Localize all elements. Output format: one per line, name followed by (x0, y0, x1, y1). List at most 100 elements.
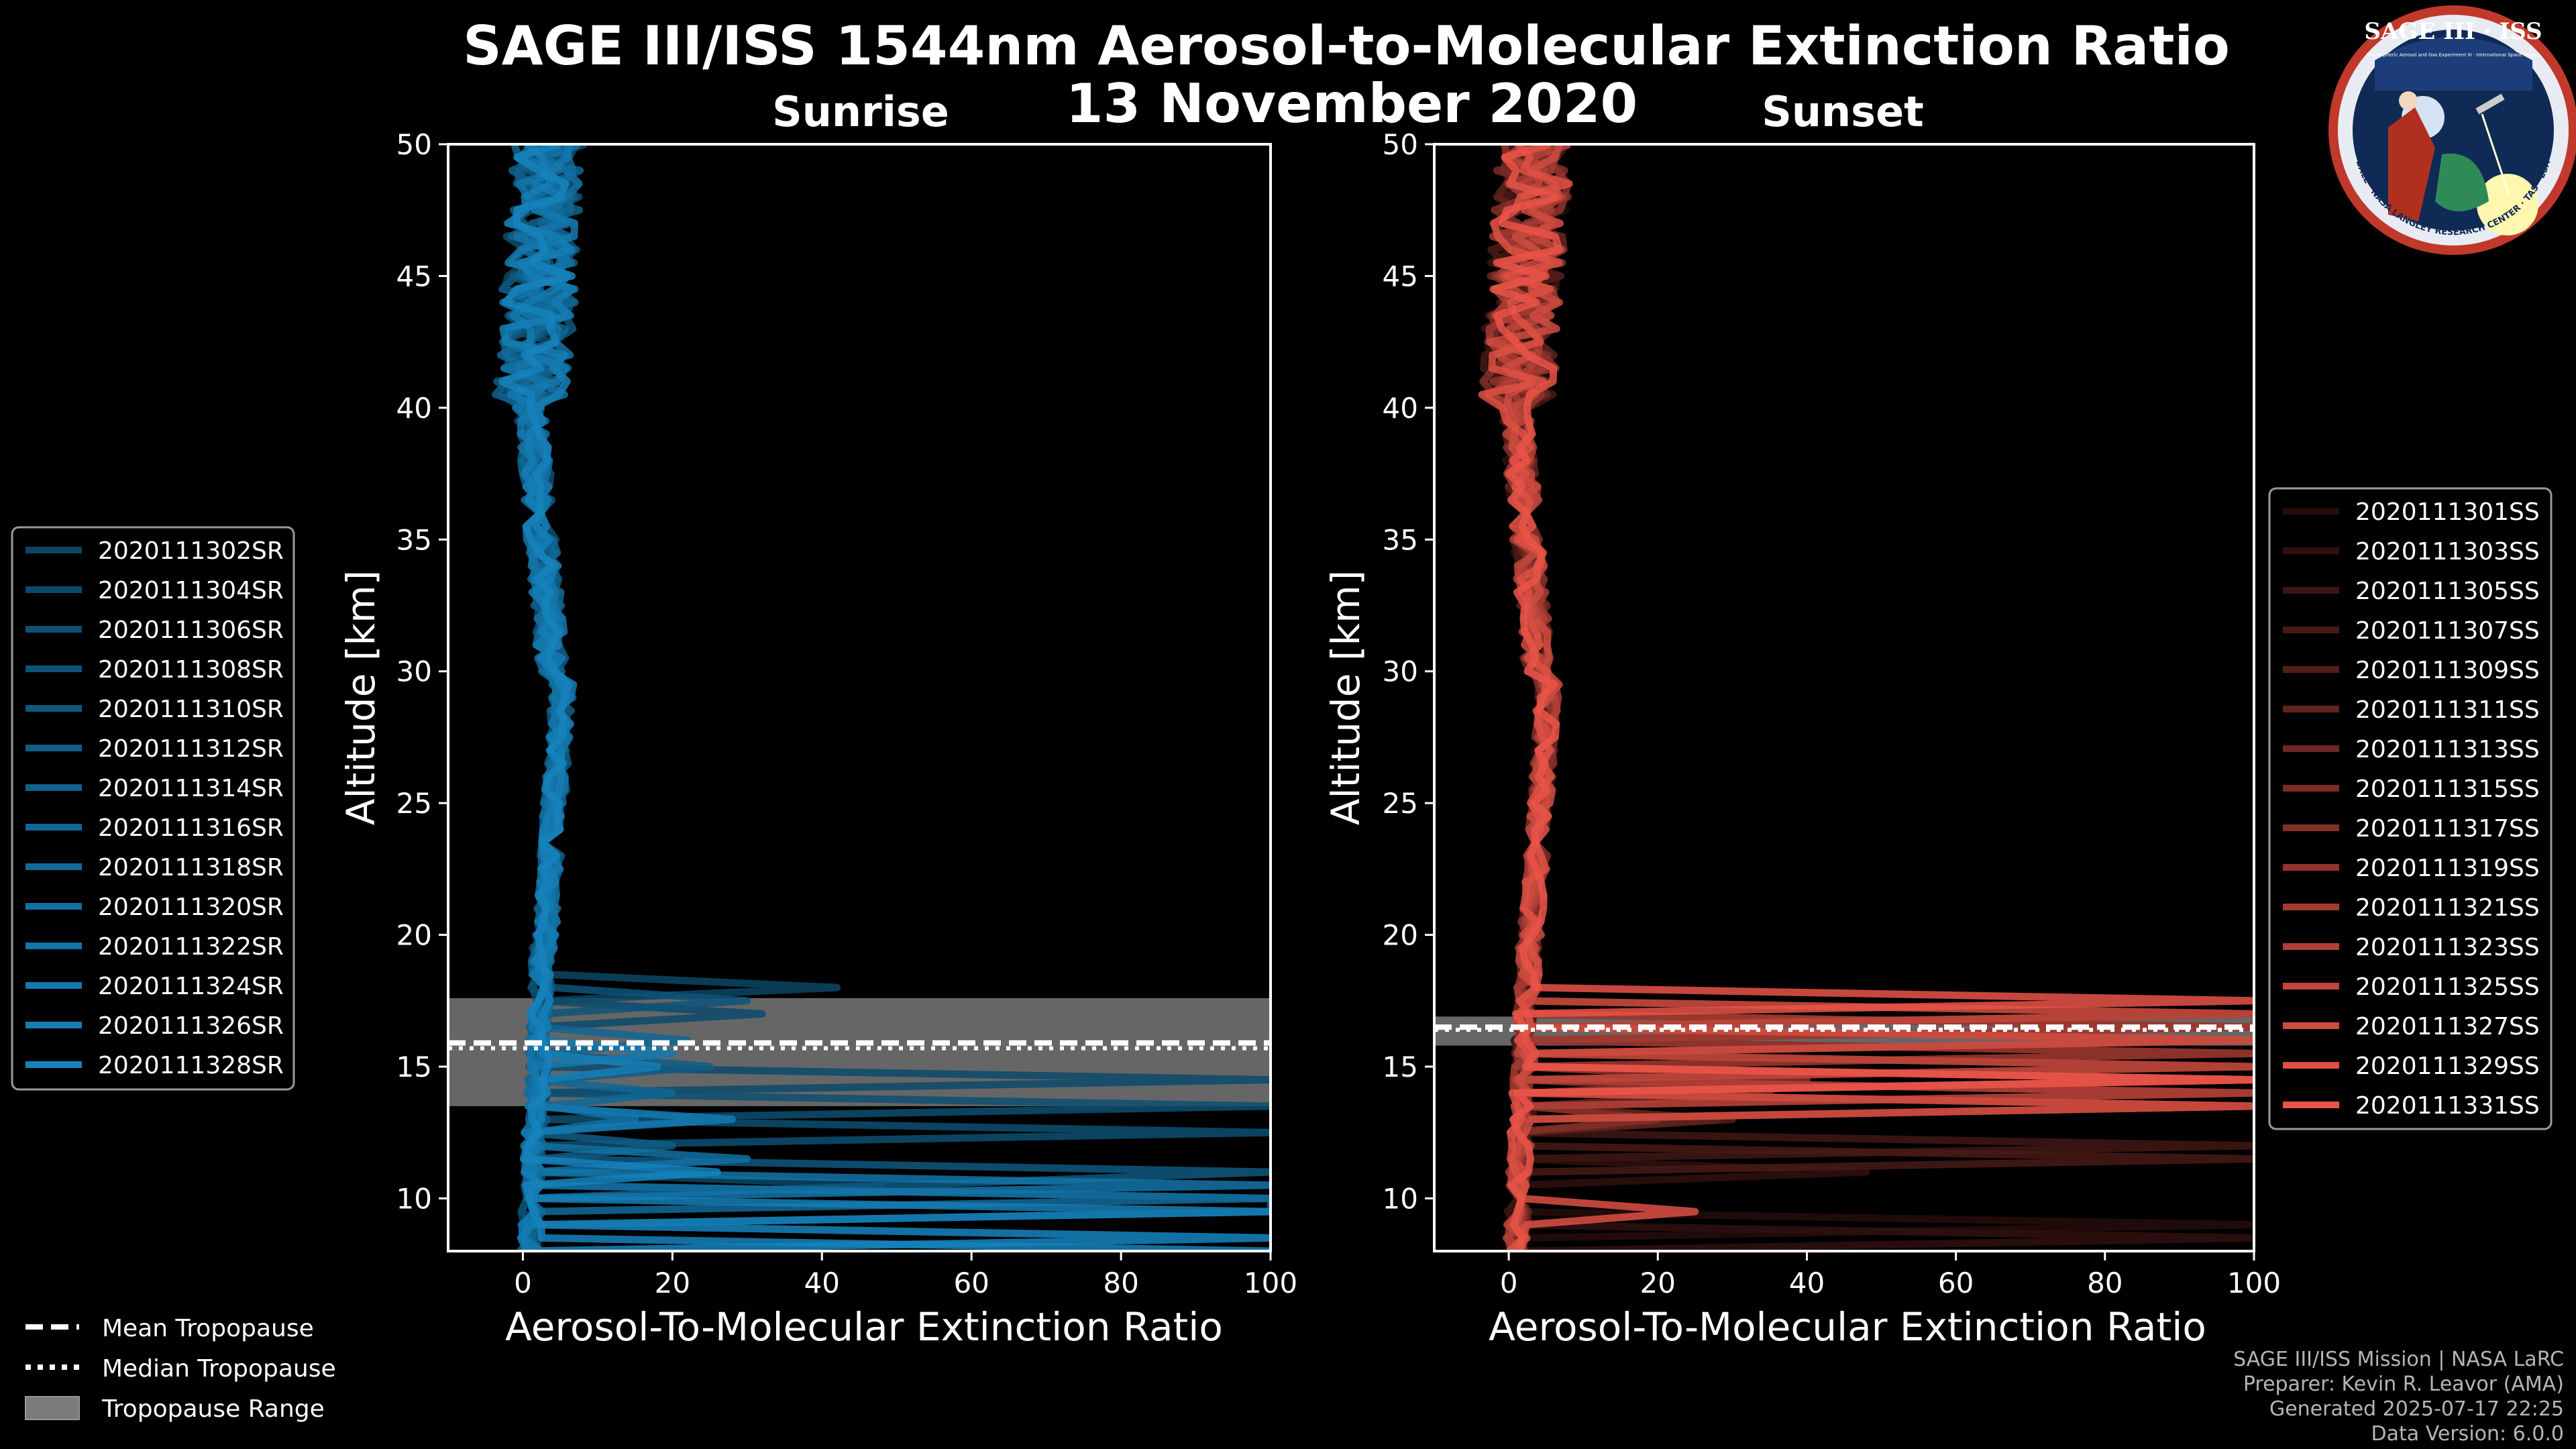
tropopause-range-swatch (25, 1396, 80, 1420)
sunset-legend-label: 2020111311SS (2355, 696, 2540, 724)
sunset-y-tick-label: 40 (1383, 392, 1418, 425)
sunset-legend-label: 2020111321SS (2355, 894, 2540, 922)
sunrise-x-tick-label: 40 (804, 1267, 840, 1299)
sunset-y-tick-label: 10 (1383, 1182, 1418, 1215)
sunrise-legend-label: 2020111322SR (98, 933, 284, 961)
logo-subtitle: Stratospheric Aerosol and Gas Experiment… (2366, 52, 2540, 58)
main-title: SAGE III/ISS 1544nm Aerosol-to-Molecular… (463, 15, 2230, 77)
sunrise-profile-2020111328SR (498, 144, 1271, 1251)
logo-banner (2375, 37, 2532, 91)
credit-data-version: Data Version: 6.0.0 (2371, 1422, 2564, 1446)
credit-mission: SAGE III/ISS Mission | NASA LaRC (2233, 1348, 2564, 1371)
sunset-legend-label: 2020111319SS (2355, 855, 2540, 882)
sunset-y-tick-label: 20 (1383, 919, 1418, 952)
sunset-legend-label: 2020111317SS (2355, 815, 2540, 843)
sunset-legend-frame (2268, 487, 2553, 1130)
sunset-y-tick-label: 35 (1383, 523, 1418, 556)
sunrise-legend-label: 2020111320SR (98, 894, 284, 921)
sunrise-y-tick-label: 25 (396, 787, 432, 820)
sunrise-x-tick-label: 60 (953, 1267, 989, 1299)
sunset-y-axis-label: Altitude [km] (1323, 570, 1368, 825)
sunrise-y-tick-label: 15 (396, 1051, 432, 1083)
sunset-x-tick-label: 40 (1789, 1267, 1825, 1299)
mean-tropopause-label: Mean Tropopause (102, 1315, 314, 1342)
sunset-legend-label: 2020111329SS (2355, 1053, 2540, 1080)
sunrise-y-axis-label: Altitude [km] (338, 570, 384, 825)
sunrise-panel-title: Sunrise (772, 87, 949, 136)
sage-iii-iss-mission-logo: SAGE III · ISS Stratospheric Aerosol and… (2328, 5, 2576, 255)
logo-figure-head (2399, 91, 2418, 110)
sunset-legend-label: 2020111307SS (2355, 617, 2540, 645)
sunrise-x-tick-label: 20 (655, 1267, 690, 1299)
sunset-panel-title: Sunset (1762, 87, 1924, 136)
sunset-legend-label: 2020111331SS (2355, 1092, 2540, 1120)
sunset-y-tick-label: 45 (1383, 260, 1418, 292)
sunrise-y-tick-label: 50 (396, 128, 432, 161)
sunrise-legend-label: 2020111314SR (98, 775, 284, 802)
sunrise-y-tick-label: 40 (396, 392, 432, 425)
sunset-legend-label: 2020111309SS (2355, 657, 2540, 684)
logo-beam (2481, 113, 2510, 195)
sunset-plot-frame (1433, 143, 2255, 1252)
median-tropopause-label: Median Tropopause (102, 1355, 336, 1383)
sunrise-x-tick-label: 100 (1244, 1267, 1297, 1299)
tropopause-legend: Mean Tropopause Median Tropopause Tropop… (25, 1315, 336, 1423)
sunset-y-tick-label: 25 (1383, 787, 1418, 820)
sunset-y-tick-label: 15 (1383, 1051, 1418, 1083)
sunset-x-tick-label: 60 (1938, 1267, 1974, 1299)
sunrise-legend-label: 2020111304SR (98, 577, 284, 604)
sunrise-y-tick-label: 10 (396, 1182, 432, 1215)
sunrise-legend-label: 2020111318SR (98, 854, 284, 881)
sunrise-legend-frame (11, 526, 295, 1091)
sunrise-y-tick-label: 20 (396, 919, 432, 952)
sunset-x-tick-label: 100 (2227, 1267, 2281, 1299)
date-title: 13 November 2020 (1066, 72, 1638, 135)
sunrise-x-axis-label: Aerosol-To-Molecular Extinction Ratio (505, 1304, 1223, 1350)
sunset-legend-label: 2020111313SS (2355, 736, 2540, 763)
credits-block: SAGE III/ISS Mission | NASA LaRC Prepare… (2233, 1348, 2564, 1446)
sunset-y-tick-label: 30 (1383, 655, 1418, 688)
logo-figure (2388, 107, 2435, 221)
sunrise-y-tick-label: 45 (396, 260, 432, 292)
logo-title: SAGE III · ISS (2364, 18, 2542, 45)
sunset-legend-label: 2020111315SS (2355, 775, 2540, 803)
sunset-legend-label: 2020111325SS (2355, 973, 2540, 1001)
sunrise-y-tick-label: 35 (396, 523, 432, 556)
sunset-legend-label: 2020111303SS (2355, 538, 2540, 566)
sunrise-legend-label: 2020111306SR (98, 616, 284, 644)
sunset-profile-2020111331SS (1489, 144, 2254, 1251)
tropopause-range-label: Tropopause Range (101, 1395, 325, 1423)
sunrise-legend-label: 2020111312SR (98, 735, 284, 763)
sunrise-x-tick-label: 80 (1103, 1267, 1138, 1299)
sunrise-panel: 0 20 40 60 80 100 10 15 20 25 30 35 40 45 50 Aerosol-T… (338, 128, 1297, 1350)
sunrise-y-tick-label: 30 (396, 655, 432, 688)
sunset-x-axis-label: Aerosol-To-Molecular Extinction Ratio (1489, 1304, 2206, 1350)
sunset-legend-label: 2020111327SS (2355, 1013, 2540, 1040)
sunrise-legend-label: 2020111302SR (98, 537, 284, 565)
sunset-panel: 0 20 40 60 80 100 10 15 20 25 30 35 40 45 50 Aerosol-T… (1323, 128, 2281, 1350)
sunset-legend: 2020111301SS 2020111303SS 2020111305SS 2020… (2268, 487, 2553, 1130)
sunset-x-tick-label: 0 (1500, 1267, 1518, 1299)
sunrise-legend: 2020111302SR 2020111304SR 2020111306SR 2020… (11, 526, 295, 1091)
logo-sun (2477, 174, 2538, 235)
logo-iss (2475, 93, 2505, 115)
sunrise-legend-label: 2020111326SR (98, 1012, 284, 1040)
credit-generated: Generated 2025-07-17 22:25 (2269, 1397, 2564, 1421)
logo-earth (2435, 153, 2489, 211)
sunset-legend-label: 2020111323SS (2355, 934, 2540, 961)
credit-preparer: Preparer: Kevin R. Leavor (AMA) (2243, 1373, 2564, 1396)
sunrise-legend-label: 2020111328SR (98, 1052, 284, 1079)
sunrise-x-tick-label: 0 (514, 1267, 532, 1299)
sunset-legend-label: 2020111301SS (2355, 498, 2540, 526)
sunset-legend-label: 2020111305SS (2355, 578, 2540, 605)
sunrise-legend-label: 2020111316SR (98, 814, 284, 842)
sunset-x-tick-label: 20 (1640, 1267, 1676, 1299)
sunset-x-tick-label: 80 (2087, 1267, 2123, 1299)
sunrise-plot-frame (447, 143, 1272, 1252)
sunrise-legend-label: 2020111324SR (98, 973, 284, 1000)
sunset-y-tick-label: 50 (1383, 128, 1418, 161)
sunrise-legend-label: 2020111308SR (98, 656, 284, 684)
sunrise-legend-label: 2020111310SR (98, 696, 284, 723)
